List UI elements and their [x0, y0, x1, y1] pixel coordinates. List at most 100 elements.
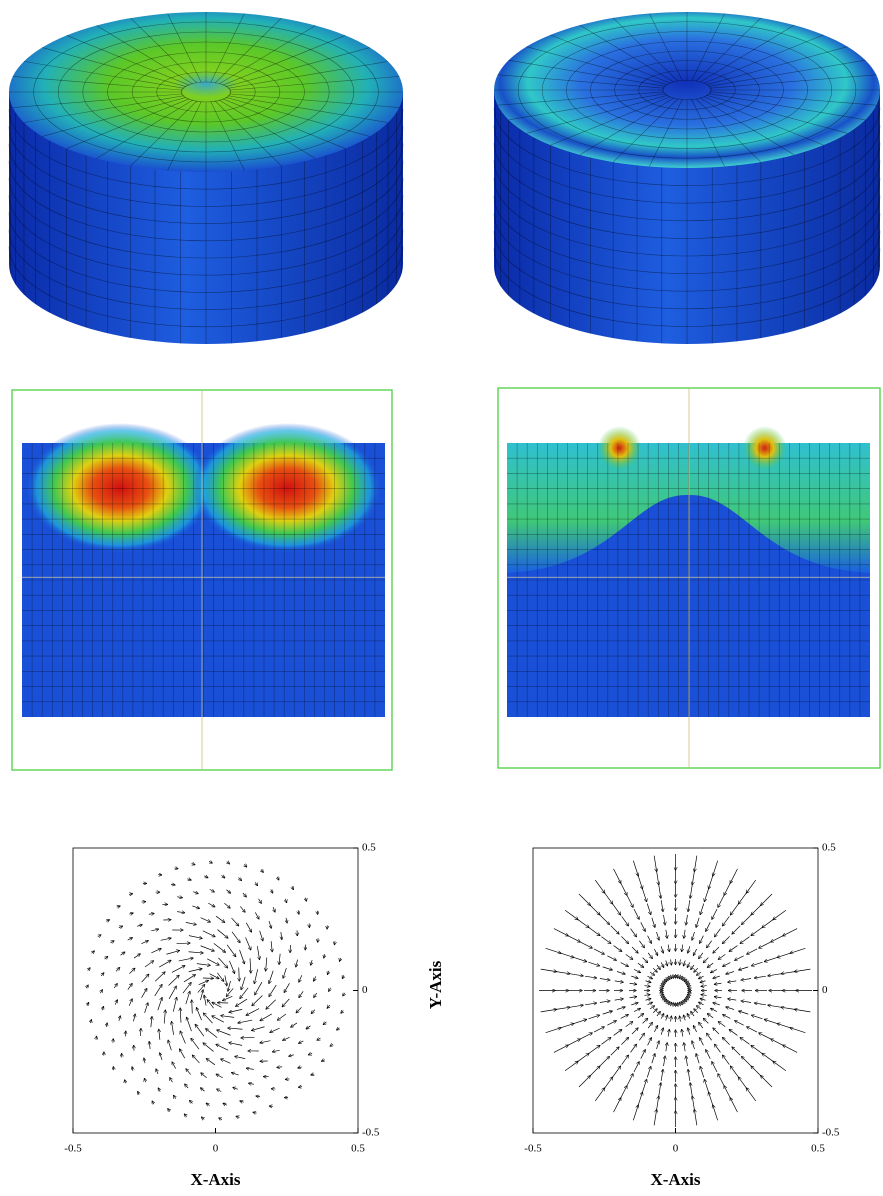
vector-arrow: [271, 889, 273, 893]
vector-arrow: [621, 936, 628, 943]
vector-arrow: [197, 984, 205, 993]
vector-arrow: [692, 931, 695, 941]
vector-arrow: [208, 902, 215, 907]
y-tick-label: 0: [822, 984, 828, 996]
vector-arrow: [602, 1011, 613, 1015]
mesh-line: [709, 74, 877, 89]
vector-arrow: [237, 1019, 253, 1023]
vector-arrow: [773, 1061, 787, 1072]
mesh-line: [703, 34, 824, 84]
vector-arrow: [589, 927, 600, 936]
vector-arrow: [334, 941, 335, 945]
vector-arrow: [717, 1073, 725, 1086]
vector-arrow: [128, 999, 132, 1006]
vector-arrow: [231, 931, 240, 943]
vector-arrow: [629, 997, 637, 998]
vector-arrow: [86, 985, 88, 988]
vector-arrow: [177, 897, 183, 898]
mesh-line: [566, 40, 808, 140]
vector-arrow: [212, 1001, 222, 1008]
vector-arrow: [738, 891, 748, 904]
vector-arrow: [637, 1092, 643, 1107]
mesh-line: [708, 93, 866, 121]
vector-arrow: [602, 966, 613, 970]
vector-arrow: [158, 1088, 160, 1092]
vector-arrow: [740, 1037, 750, 1045]
vector-arrow: [217, 929, 228, 939]
vector-arrow: [311, 1009, 316, 1014]
vector-arrow: [297, 1067, 302, 1068]
mesh-line: [8, 195, 404, 276]
vector-arrow: [690, 1011, 695, 1017]
vector-arrow: [168, 1108, 170, 1111]
mesh-line: [222, 98, 346, 149]
vector-arrow: [699, 935, 704, 944]
vector-arrow: [540, 1009, 557, 1013]
vector-arrow: [666, 1015, 668, 1021]
vector-arrow: [288, 1055, 294, 1057]
vector-arrow: [191, 1038, 200, 1050]
vector-arrow: [644, 986, 650, 987]
vector-arrow: [661, 946, 663, 953]
mesh-line: [612, 17, 679, 82]
y-tick-label: 0: [362, 984, 368, 996]
vector-arrow: [282, 1037, 290, 1040]
vector-arrow: [722, 962, 731, 967]
vector-arrow: [286, 917, 287, 924]
vector-arrow: [102, 1006, 104, 1011]
vector-arrow: [176, 943, 191, 944]
vector-arrow: [144, 961, 154, 968]
vector-arrow: [659, 988, 663, 989]
vector-arrow: [553, 1044, 569, 1053]
mesh-line: [42, 97, 187, 137]
vector-arrow: [599, 1001, 610, 1003]
vector-arrow: [599, 979, 610, 981]
mesh-line: [8, 229, 404, 310]
vector-arrow: [760, 893, 773, 906]
mesh-line: [167, 13, 202, 83]
vector-arrow: [684, 929, 685, 939]
vector-arrow: [741, 979, 752, 981]
vector-arrow: [730, 904, 739, 915]
x-tick-label: -0.5: [64, 1143, 82, 1155]
vector-arrow: [202, 930, 216, 937]
vector-arrow: [713, 1105, 719, 1121]
vector-arrow: [172, 1062, 176, 1069]
vector-arrow: [314, 992, 318, 998]
vector-arrow: [186, 1068, 191, 1075]
vector-arrow: [115, 967, 120, 972]
vector-arrow: [637, 962, 644, 967]
vector-arrow: [257, 946, 259, 960]
vector-arrow: [767, 1005, 781, 1008]
vector-arrow: [699, 1037, 704, 1046]
vector-arrow: [217, 972, 224, 982]
vector-arrow: [119, 1015, 121, 1022]
mesh-line: [493, 107, 881, 186]
vector-arrow: [762, 918, 775, 928]
vector-arrow: [185, 991, 190, 1005]
vector-arrow: [231, 1072, 239, 1076]
x-tick-label: 0: [213, 1143, 219, 1155]
vector-arrow: [794, 968, 811, 972]
vector-arrow: [593, 1026, 605, 1033]
vector-arrow: [654, 948, 659, 956]
vector-arrow: [323, 1022, 326, 1025]
vector-arrow: [686, 1013, 690, 1019]
vector-arrow: [317, 1038, 321, 1040]
dome: [507, 494, 870, 717]
vector-arrow: [706, 1033, 712, 1041]
vector-arrow: [269, 970, 274, 984]
vector-arrow: [273, 907, 275, 912]
vector-arrow: [227, 862, 230, 864]
vector-arrow: [341, 1011, 344, 1014]
vector-arrow: [723, 882, 731, 895]
vector-arrow: [722, 1055, 730, 1065]
vector-arrow: [668, 975, 671, 980]
vector-arrow: [679, 959, 680, 965]
mesh-line: [550, 34, 671, 84]
mesh-line: [227, 61, 389, 89]
vector-arrow: [157, 997, 162, 1011]
vector-arrow: [570, 1005, 583, 1008]
x-tick-label: -0.5: [524, 1143, 542, 1155]
vector-arrow: [192, 1000, 193, 1014]
